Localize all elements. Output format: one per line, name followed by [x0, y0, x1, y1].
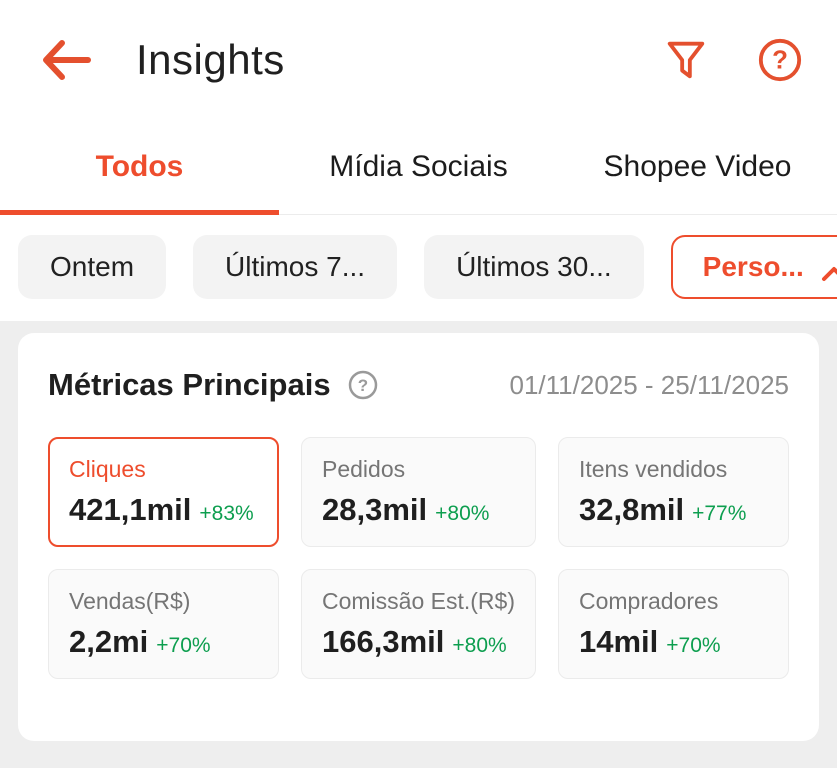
help-button[interactable]: ? — [757, 37, 803, 83]
metric-value: 166,3mil — [322, 624, 445, 659]
question-circle-icon: ? — [348, 370, 377, 400]
metric-label: Comissão Est.(R$) — [322, 588, 515, 614]
metric-label: Compradores — [578, 588, 719, 614]
metric-tile-cliques[interactable]: Cliques 421,1mil +83% — [48, 437, 279, 547]
question-circle-icon: ? — [758, 38, 802, 82]
chip-label: Perso... — [702, 251, 804, 282]
date-range: 01/11/2025 - 25/11/2025 — [509, 369, 790, 400]
metric-label: Itens vendidos — [578, 456, 728, 482]
metrics-card-title: Métricas Principais — [48, 367, 331, 402]
metric-delta: +77% — [692, 502, 747, 525]
metric-delta: +70% — [666, 634, 721, 657]
metric-delta: +70% — [156, 634, 211, 657]
metric-tile-itens-vendidos[interactable]: Itens vendidos 32,8mil +77% — [557, 437, 789, 547]
chip-label: Últimos 30... — [456, 251, 612, 282]
metric-tile-vendas[interactable]: Vendas(R$) 2,2mi +70% — [48, 569, 279, 679]
svg-text:?: ? — [357, 376, 367, 395]
metric-value: 28,3mil — [322, 492, 428, 527]
metric-delta: +83% — [199, 502, 254, 525]
svg-text:?: ? — [772, 47, 788, 75]
chip-ultimos-30[interactable]: Últimos 30... — [424, 235, 644, 299]
chip-label: Últimos 7... — [225, 251, 366, 282]
chip-label: Ontem — [50, 251, 135, 282]
metrics-card: Métricas Principais ? 01/11/2025 - 25/11… — [18, 333, 819, 741]
header-actions: ? — [663, 37, 803, 83]
content-area: Métricas Principais ? 01/11/2025 - 25/11… — [0, 321, 837, 768]
date-filter-row: Ontem Últimos 7... Últimos 30... Perso..… — [0, 215, 837, 321]
metric-label: Vendas(R$) — [69, 588, 191, 614]
page-title: Insights — [136, 36, 285, 83]
arrow-left-icon — [43, 40, 91, 80]
metric-tile-comissao[interactable]: Comissão Est.(R$) 166,3mil +80% — [301, 569, 536, 679]
tab-midia-sociais[interactable]: Mídia Sociais — [329, 150, 508, 183]
metric-tiles: Cliques 421,1mil +83% Pedidos 28,3mil +8… — [48, 437, 789, 679]
metric-value: 421,1mil — [69, 492, 192, 527]
metric-tile-pedidos[interactable]: Pedidos 28,3mil +80% — [301, 437, 536, 547]
chip-ultimos-7[interactable]: Últimos 7... — [193, 235, 398, 299]
metric-tile-compradores[interactable]: Compradores 14mil +70% — [557, 569, 789, 679]
header: Insights ? — [0, 0, 837, 110]
metric-delta: +80% — [452, 634, 507, 657]
chip-ontem[interactable]: Ontem — [18, 235, 167, 299]
metrics-card-header: Métricas Principais ? 01/11/2025 - 25/11… — [48, 367, 789, 403]
tab-bar: Todos Mídia Sociais Shopee Video — [0, 128, 837, 215]
metric-value: 14mil — [578, 624, 659, 659]
filter-button[interactable] — [663, 37, 709, 83]
metric-label: Cliques — [69, 456, 146, 482]
chevron-up-icon — [820, 258, 837, 281]
funnel-icon — [667, 41, 705, 79]
tab-todos[interactable]: Todos — [0, 128, 279, 215]
metric-value: 2,2mi — [69, 624, 149, 659]
metrics-help-button[interactable]: ? — [347, 369, 379, 401]
tab-shopee-video[interactable]: Shopee Video — [603, 150, 792, 183]
chip-personalizado[interactable]: Perso... — [670, 235, 837, 299]
metric-delta: +80% — [435, 502, 490, 525]
back-button[interactable] — [40, 38, 92, 82]
metric-label: Pedidos — [322, 456, 406, 482]
metric-value: 32,8mil — [578, 492, 685, 527]
